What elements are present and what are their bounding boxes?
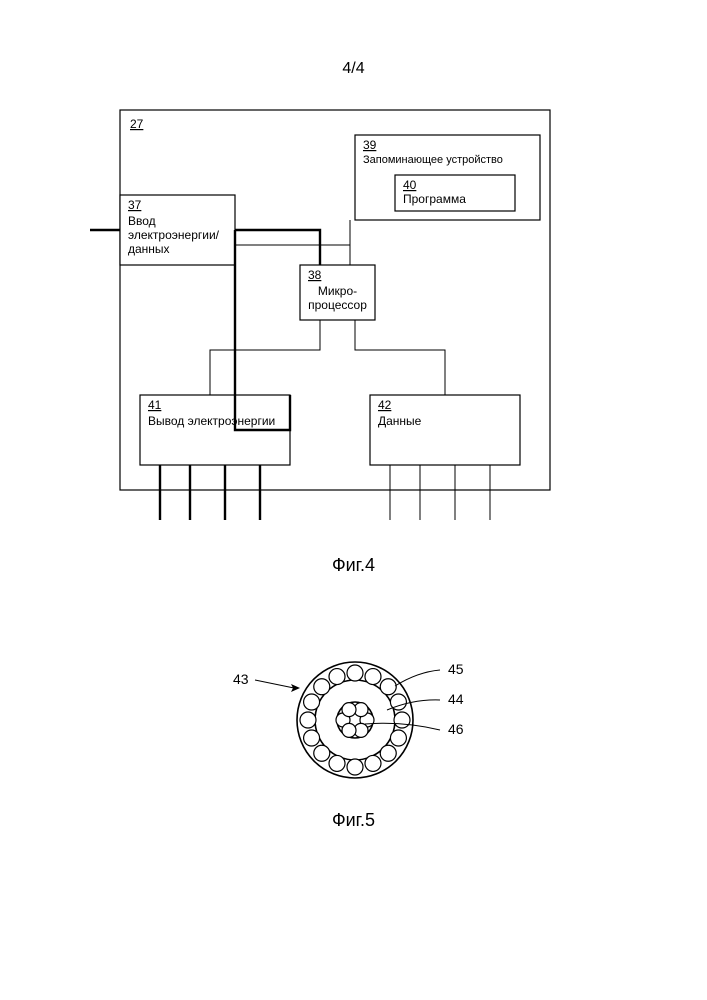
fig5-caption: Фиг.5: [0, 810, 707, 831]
svg-text:данных: данных: [128, 242, 170, 256]
fig4-block-diagram: 27 37 Вводэлектроэнергии/данных 39 Запоминаю…: [0, 0, 707, 560]
svg-text:27: 27: [130, 117, 144, 131]
svg-text:43: 43: [233, 671, 249, 687]
svg-text:39: 39: [363, 138, 377, 152]
svg-text:37: 37: [128, 198, 142, 212]
fig5-cross-section: 43 45 44 46: [0, 600, 707, 900]
svg-text:45: 45: [448, 661, 464, 677]
svg-text:Вывод электроэнергии: Вывод электроэнергии: [148, 414, 275, 428]
svg-text:Данные: Данные: [378, 414, 422, 428]
svg-text:46: 46: [448, 721, 464, 737]
svg-text:Запоминающее устройство: Запоминающее устройство: [363, 154, 503, 166]
svg-text:электроэнергии/: электроэнергии/: [128, 228, 220, 242]
svg-text:44: 44: [448, 691, 464, 707]
svg-text:Микро-: Микро-: [318, 284, 357, 298]
svg-text:40: 40: [403, 178, 417, 192]
svg-text:процессор: процессор: [308, 298, 367, 312]
svg-text:Ввод: Ввод: [128, 214, 156, 228]
svg-text:41: 41: [148, 398, 162, 412]
svg-text:42: 42: [378, 398, 392, 412]
svg-text:38: 38: [308, 268, 322, 282]
svg-text:Программа: Программа: [403, 192, 466, 206]
page: 4/4 2737Вводэлектроэнергии/данных39Запом…: [0, 0, 707, 1000]
fig4-caption: Фиг.4: [0, 555, 707, 576]
